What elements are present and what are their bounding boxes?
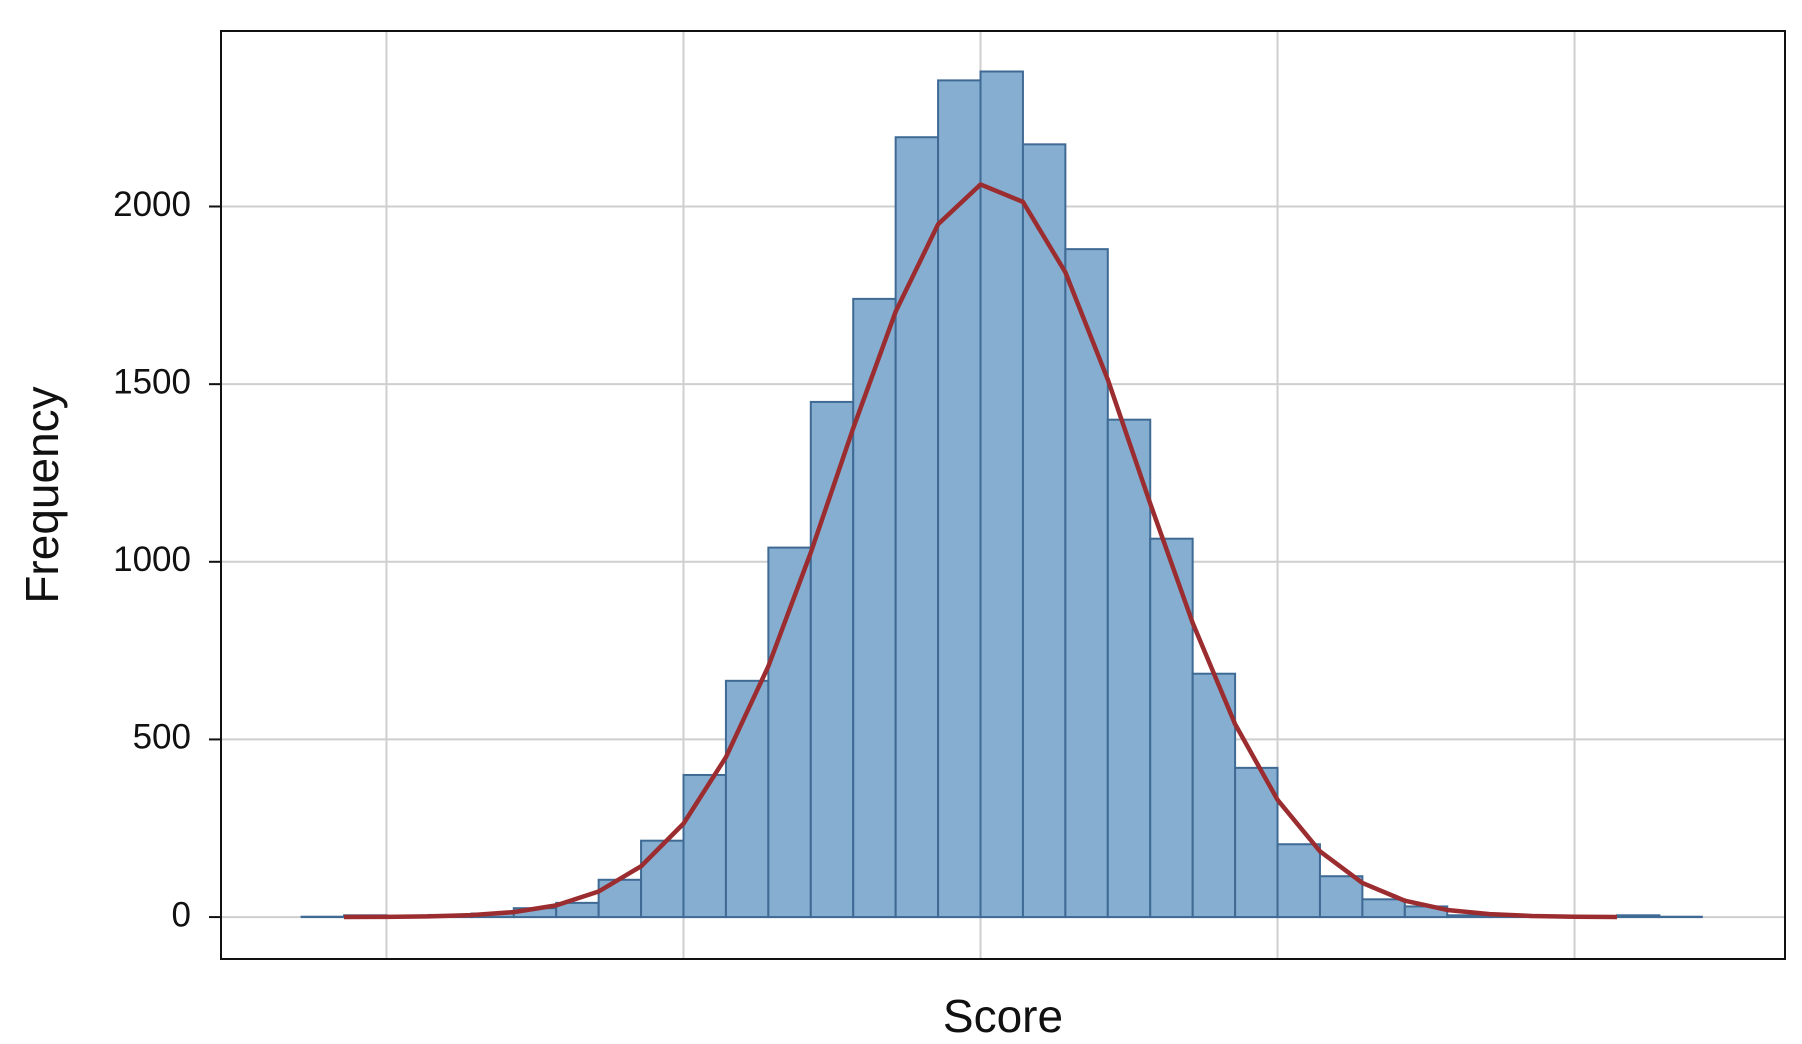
histogram-bar [852,297,897,919]
y-tick-label: 2000 [113,185,191,224]
histogram-bar [682,773,727,919]
histogram-bar [1021,143,1067,919]
histogram-bar [640,839,685,919]
y-tick-label: 1500 [113,362,191,401]
histogram-bar [1106,418,1152,919]
histogram-bar [1615,914,1661,919]
histogram-bar [1234,766,1279,919]
histogram-bar [1276,843,1321,919]
histogram-bar [894,136,940,919]
histogram-bar [809,400,855,919]
y-tick-label: 500 [133,718,191,757]
histogram-bar [1361,898,1406,919]
y-tick-label: 0 [172,895,191,934]
histogram-bar [724,679,770,919]
plot-frame [220,30,1786,960]
histogram-bar [1149,537,1194,919]
histogram-bar [979,70,1024,919]
x-axis-title: Score [943,990,1063,1042]
density-curve [344,182,1617,920]
histogram-bar [1064,248,1109,919]
y-axis-title: Frequency [16,386,68,603]
histogram-bar [1318,875,1364,919]
y-tick-label: 1000 [113,540,191,579]
